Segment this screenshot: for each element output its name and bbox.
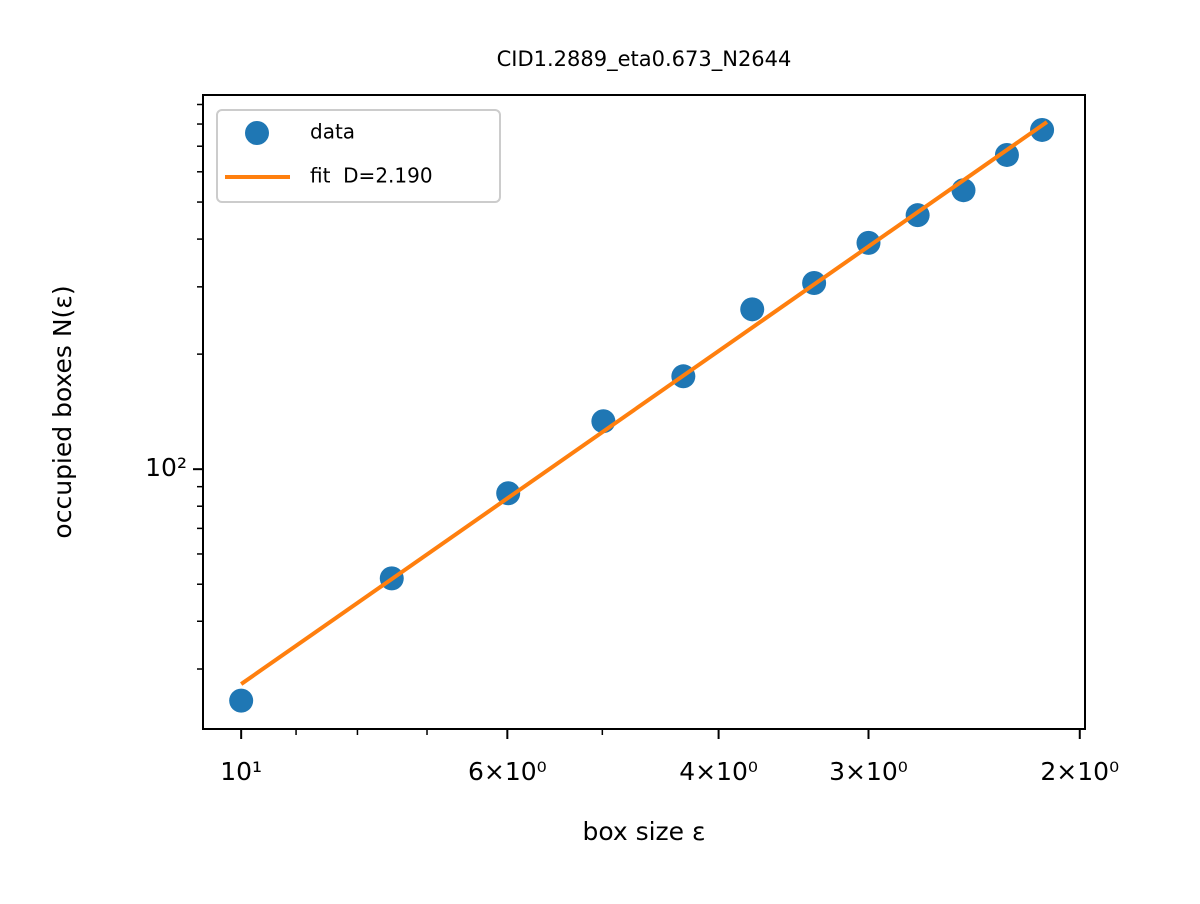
data-point [496,481,521,506]
legend-marker [245,121,269,145]
y-axis-label: occupied boxes N(ε) [48,285,77,538]
x-tick-label: 10¹ [220,757,262,786]
legend-label: fit D=2.190 [310,164,433,188]
legend-label: data [310,120,355,144]
x-tick-label: 4×10⁰ [679,757,758,786]
data-point [994,142,1019,167]
fit-line [240,120,1049,686]
data-point [740,297,765,322]
y-tick-label: 10² [145,453,187,482]
chart-title: CID1.2889_eta0.673_N2644 [497,47,792,72]
data-point [229,688,254,713]
x-axis-label: box size ε [582,817,705,846]
x-tick-label: 2×10⁰ [1040,757,1119,786]
x-tick-label: 6×10⁰ [468,757,547,786]
data-point [1030,117,1055,142]
plot-frame [202,94,1086,730]
x-tick-label: 3×10⁰ [829,757,908,786]
